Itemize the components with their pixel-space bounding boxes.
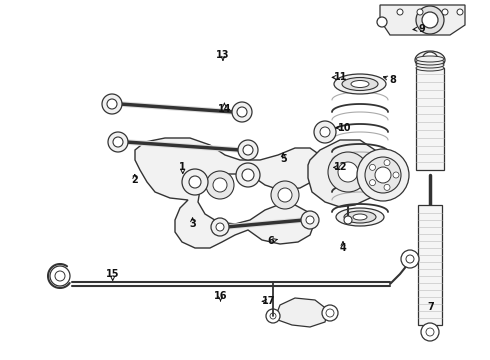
Ellipse shape: [351, 81, 369, 87]
Circle shape: [417, 9, 423, 15]
Circle shape: [236, 163, 260, 187]
Circle shape: [242, 169, 254, 181]
Circle shape: [306, 216, 314, 224]
Ellipse shape: [342, 77, 378, 90]
Text: 1: 1: [179, 162, 186, 172]
Circle shape: [206, 171, 234, 199]
Circle shape: [278, 188, 292, 202]
Circle shape: [271, 181, 299, 209]
Circle shape: [422, 12, 438, 28]
Text: 9: 9: [418, 24, 425, 34]
Circle shape: [344, 216, 352, 224]
Circle shape: [270, 313, 276, 319]
Text: 10: 10: [338, 123, 351, 133]
Circle shape: [301, 211, 319, 229]
Circle shape: [55, 271, 65, 281]
Text: 7: 7: [428, 302, 435, 312]
Ellipse shape: [416, 56, 444, 62]
Polygon shape: [275, 298, 328, 327]
Circle shape: [338, 162, 358, 182]
Ellipse shape: [336, 208, 384, 226]
Text: 14: 14: [218, 104, 231, 114]
Circle shape: [442, 9, 448, 15]
Circle shape: [384, 159, 390, 166]
Circle shape: [211, 218, 229, 236]
Circle shape: [393, 172, 399, 178]
Circle shape: [237, 107, 247, 117]
Text: 4: 4: [340, 243, 346, 253]
Circle shape: [322, 305, 338, 321]
Text: 16: 16: [214, 291, 227, 301]
Ellipse shape: [416, 62, 444, 68]
Text: 17: 17: [262, 296, 275, 306]
Polygon shape: [380, 5, 465, 35]
Polygon shape: [308, 140, 382, 207]
Circle shape: [369, 180, 375, 186]
Circle shape: [457, 9, 463, 15]
Circle shape: [50, 266, 70, 286]
Ellipse shape: [344, 211, 376, 223]
Text: 3: 3: [189, 219, 196, 229]
Ellipse shape: [353, 214, 367, 220]
Circle shape: [108, 132, 128, 152]
Text: 12: 12: [334, 162, 348, 172]
Circle shape: [375, 167, 391, 183]
Circle shape: [266, 309, 280, 323]
Circle shape: [326, 309, 334, 317]
Circle shape: [113, 137, 123, 147]
Circle shape: [406, 255, 414, 263]
Text: 6: 6: [268, 236, 274, 246]
Ellipse shape: [334, 74, 386, 94]
Text: 13: 13: [216, 50, 230, 60]
Circle shape: [369, 165, 375, 170]
Circle shape: [213, 178, 227, 192]
Ellipse shape: [416, 59, 444, 65]
Circle shape: [238, 140, 258, 160]
Polygon shape: [418, 205, 442, 325]
Circle shape: [416, 6, 444, 34]
Text: 11: 11: [334, 72, 347, 82]
Circle shape: [357, 149, 409, 201]
Polygon shape: [135, 138, 322, 248]
Ellipse shape: [415, 51, 445, 69]
Circle shape: [107, 99, 117, 109]
Circle shape: [328, 152, 368, 192]
Text: 8: 8: [390, 75, 396, 85]
Circle shape: [384, 184, 390, 190]
Circle shape: [422, 52, 438, 68]
Circle shape: [365, 157, 401, 193]
Circle shape: [102, 94, 122, 114]
Circle shape: [189, 176, 201, 188]
Circle shape: [182, 169, 208, 195]
Circle shape: [426, 328, 434, 336]
Circle shape: [243, 145, 253, 155]
Ellipse shape: [416, 65, 444, 71]
Text: 5: 5: [280, 154, 287, 164]
Text: 15: 15: [106, 269, 120, 279]
Circle shape: [401, 250, 419, 268]
Circle shape: [377, 17, 387, 27]
Circle shape: [320, 127, 330, 137]
Circle shape: [421, 323, 439, 341]
Circle shape: [397, 9, 403, 15]
Circle shape: [314, 121, 336, 143]
Polygon shape: [416, 68, 444, 170]
Circle shape: [232, 102, 252, 122]
Circle shape: [216, 223, 224, 231]
Text: 2: 2: [131, 175, 138, 185]
